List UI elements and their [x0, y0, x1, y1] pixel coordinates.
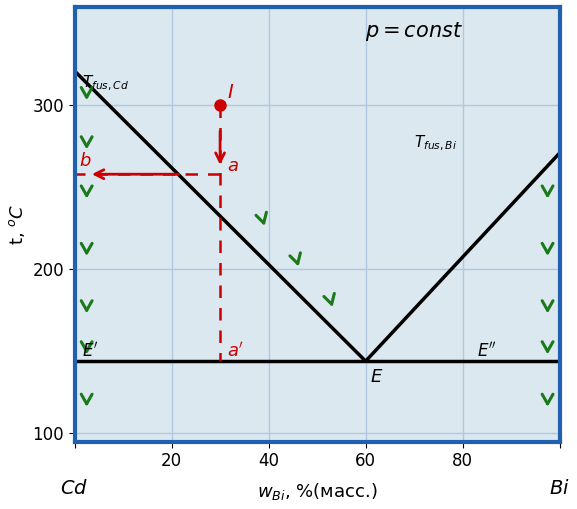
Text: $T_{fus,Bi}$: $T_{fus,Bi}$: [414, 133, 457, 153]
Text: $E$: $E$: [370, 369, 384, 386]
Text: $I$: $I$: [227, 83, 235, 102]
Text: $Bi$: $Bi$: [549, 479, 570, 498]
Text: $p = const$: $p = const$: [365, 20, 463, 43]
Text: $E'$: $E'$: [82, 341, 99, 360]
X-axis label: $w_{Bi}$, %(масс.): $w_{Bi}$, %(масс.): [257, 481, 377, 502]
Text: $Cd$: $Cd$: [61, 479, 89, 498]
Text: $b$: $b$: [80, 152, 92, 170]
Text: $a$: $a$: [227, 157, 239, 175]
Text: $T_{fus,Cd}$: $T_{fus,Cd}$: [82, 74, 129, 94]
Text: $E''$: $E''$: [477, 341, 497, 360]
Text: $a'$: $a'$: [227, 341, 245, 360]
Y-axis label: t, $^oC$: t, $^oC$: [7, 204, 27, 245]
